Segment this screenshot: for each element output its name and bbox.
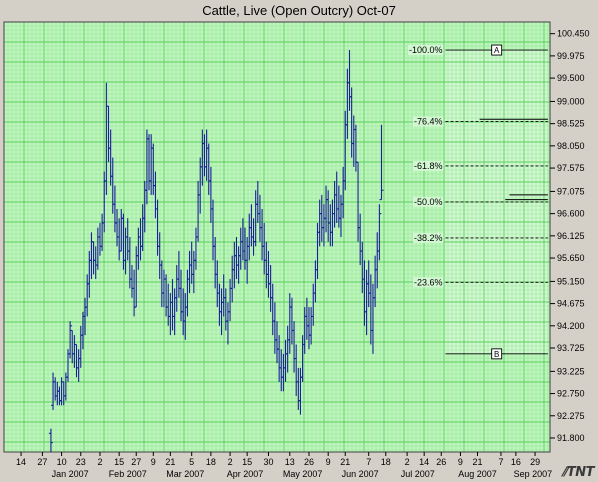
y-tick-label: 91.800 bbox=[557, 433, 585, 443]
x-month-label: Jul 2007 bbox=[401, 469, 435, 479]
retracement-level-label: -23.6% bbox=[414, 277, 443, 287]
y-tick-label: 98.525 bbox=[557, 119, 585, 129]
x-tick-label: 13 bbox=[285, 457, 295, 467]
x-month-label: Apr 2007 bbox=[227, 469, 264, 479]
x-month-label: Sep 2007 bbox=[514, 469, 553, 479]
point-b-label: B bbox=[494, 350, 499, 359]
y-tick-label: 92.275 bbox=[557, 411, 585, 421]
x-tick-label: 7 bbox=[366, 457, 371, 467]
x-tick-label: 7 bbox=[498, 457, 503, 467]
y-tick-label: 95.150 bbox=[557, 276, 585, 286]
x-tick-label: 14 bbox=[419, 457, 429, 467]
x-tick-label: 14 bbox=[16, 457, 26, 467]
x-month-label: Feb 2007 bbox=[109, 469, 147, 479]
y-tick-label: 97.075 bbox=[557, 186, 585, 196]
retracement-level-label: -100.0% bbox=[409, 45, 443, 55]
price-bar bbox=[377, 204, 382, 261]
x-tick-label: 21 bbox=[165, 457, 175, 467]
retracement-level-label: -76.4% bbox=[414, 117, 443, 127]
x-tick-label: 9 bbox=[326, 457, 331, 467]
x-tick-label: 15 bbox=[242, 457, 252, 467]
y-tick-label: 97.575 bbox=[557, 163, 585, 173]
x-tick-label: 29 bbox=[530, 457, 540, 467]
x-tick-label: 18 bbox=[206, 457, 216, 467]
x-month-label: Aug 2007 bbox=[458, 469, 497, 479]
x-tick-label: 21 bbox=[340, 457, 350, 467]
y-tick-label: 94.200 bbox=[557, 321, 585, 331]
x-tick-label: 2 bbox=[97, 457, 102, 467]
y-tick-label: 96.125 bbox=[557, 231, 585, 241]
price-bar bbox=[68, 321, 73, 359]
x-tick-label: 21 bbox=[472, 457, 482, 467]
y-tick-label: 96.600 bbox=[557, 209, 585, 219]
x-tick-label: 30 bbox=[263, 457, 273, 467]
chart-title: Cattle, Live (Open Outcry) Oct-07 bbox=[202, 3, 396, 18]
x-month-label: Mar 2007 bbox=[166, 469, 204, 479]
plot-border bbox=[3, 21, 551, 453]
retracement-level-label: -38.2% bbox=[414, 233, 443, 243]
x-tick-label: 10 bbox=[57, 457, 67, 467]
x-month-label: Jun 2007 bbox=[342, 469, 379, 479]
x-tick-label: 27 bbox=[131, 457, 141, 467]
price-bar bbox=[48, 428, 53, 452]
x-tick-label: 26 bbox=[304, 457, 314, 467]
x-month-label: Jan 2007 bbox=[52, 469, 89, 479]
tnt-logo: ⫽TNT bbox=[561, 465, 595, 480]
point-b-marker bbox=[491, 348, 503, 360]
y-tick-label: 94.675 bbox=[557, 299, 585, 309]
y-tick-label: 95.650 bbox=[557, 253, 585, 263]
y-tick-label: 99.000 bbox=[557, 96, 585, 106]
y-tick-label: 100.450 bbox=[557, 29, 590, 39]
y-tick-label: 93.225 bbox=[557, 366, 585, 376]
x-tick-label: 18 bbox=[381, 457, 391, 467]
x-tick-label: 15 bbox=[114, 457, 124, 467]
x-month-label: May 2007 bbox=[283, 469, 323, 479]
x-tick-label: 27 bbox=[37, 457, 47, 467]
y-tick-label: 93.725 bbox=[557, 343, 585, 353]
x-tick-label: 16 bbox=[511, 457, 521, 467]
price-bar bbox=[379, 124, 384, 201]
point-a-marker bbox=[491, 44, 503, 56]
grid bbox=[3, 21, 550, 452]
x-tick-label: 9 bbox=[458, 457, 463, 467]
y-tick-label: 99.500 bbox=[557, 73, 585, 83]
x-tick-label: 26 bbox=[436, 457, 446, 467]
x-tick-label: 9 bbox=[151, 457, 156, 467]
x-tick-label: 23 bbox=[76, 457, 86, 467]
x-tick-label: 5 bbox=[189, 457, 194, 467]
y-tick-label: 92.750 bbox=[557, 389, 585, 399]
retracement-level-label: -61.8% bbox=[414, 161, 443, 171]
retracement-level-label: -50.0% bbox=[414, 197, 443, 207]
x-tick-label: 2 bbox=[405, 457, 410, 467]
point-a-label: A bbox=[494, 46, 500, 55]
y-tick-label: 98.050 bbox=[557, 141, 585, 151]
x-tick-label: 2 bbox=[228, 457, 233, 467]
y-tick-label: 99.975 bbox=[557, 51, 585, 61]
